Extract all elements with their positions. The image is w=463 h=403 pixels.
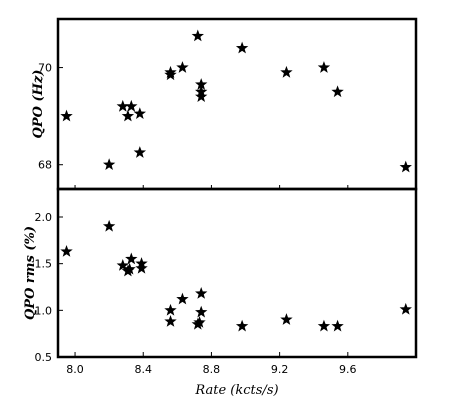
bottom-y-tick-label: 1.5 [35,258,53,271]
bottom-star-point [135,261,148,274]
top-y-tick-label: 70 [38,62,52,75]
x-tick-label: 8.0 [66,363,84,376]
bottom-panel-frame [56,187,418,359]
top-star-point [195,90,208,102]
top-star-point [235,41,249,54]
top-star-point [191,29,204,42]
top-y-ticks: 68 70 [38,62,63,172]
bottom-star-point [164,303,177,316]
bottom-y-tick-label: 0.5 [35,351,53,364]
top-star-point [133,107,147,119]
top-star-point [399,160,412,173]
bottom-star-point [317,319,331,332]
bottom-y-axis-label: QPO rms (%) [23,226,38,320]
top-star-point [121,109,135,122]
top-star-point [280,65,293,78]
bottom-star-point [193,315,206,328]
bottom-star-point [102,219,116,232]
x-tick-label: 8.8 [203,363,221,376]
bottom-y-tick-label: 2.0 [35,211,53,224]
bottom-y-ticks: 0.5 1.0 1.5 2.0 [35,211,63,364]
bottom-data-points [60,219,412,332]
x-tick-label: 8.4 [134,363,152,376]
bottom-star-point [135,257,148,269]
bottom-star-point [235,319,249,332]
bottom-star-point [280,313,293,325]
top-star-point [125,99,138,112]
bottom-star-point [195,287,208,299]
bottom-star-point [195,305,208,318]
bottom-star-point [176,292,189,305]
bottom-star-point [331,319,344,332]
top-star-point [164,65,177,78]
top-y-tick-label: 68 [38,159,52,172]
top-y-axis-label: QPO (Hz) [31,70,46,139]
top-star-point [60,109,73,122]
x-tick-label: 9.6 [339,363,357,376]
x-axis-label: Rate (kcts/s) [194,383,278,398]
top-star-point [116,99,129,112]
top-data-points [60,29,412,173]
bottom-panel: 0.5 1.0 1.5 2.0 8.0 8.4 8.8 9.2 9.6 QPO rms (%)… [23,185,418,398]
top-star-point [195,78,208,90]
top-star-point [102,158,116,170]
x-tick-label: 9.2 [271,363,289,376]
bottom-star-point [60,245,73,257]
bottom-y-tick-label: 1.0 [35,304,53,317]
bottom-star-point [399,302,412,315]
bottom-x-ticks: 8.0 8.4 8.8 9.2 9.6 [66,185,357,376]
bottom-star-point [116,259,129,271]
top-star-point [331,85,344,98]
bottom-star-point [164,315,177,327]
bottom-star-point [125,252,138,265]
top-star-point [133,146,147,158]
bottom-star-point [123,262,136,275]
top-star-point [176,61,189,73]
top-star-point [317,61,331,73]
